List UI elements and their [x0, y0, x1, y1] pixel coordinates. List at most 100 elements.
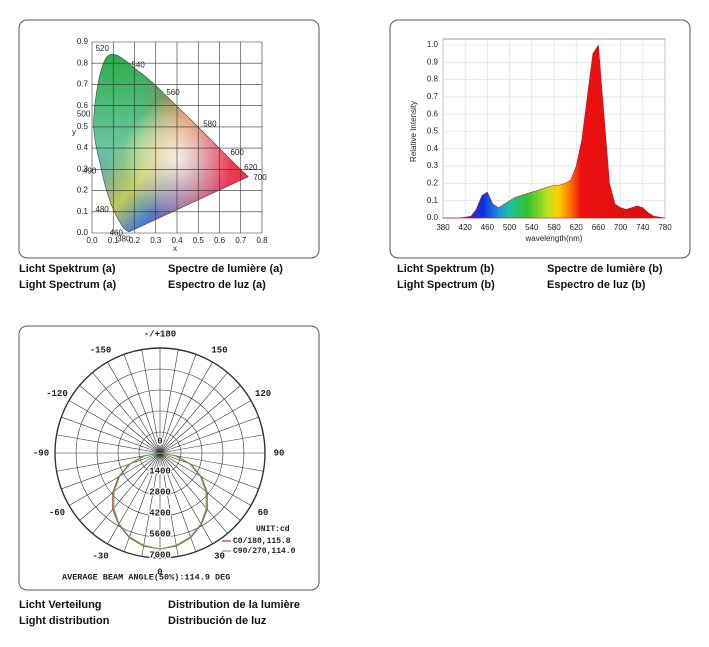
r-tick-label: 2800: [149, 487, 171, 497]
y-tick-label: 0.4: [427, 144, 439, 153]
x-tick-label: 580: [547, 223, 561, 232]
y-tick-label: 0.3: [77, 164, 89, 173]
r-tick-label: 0: [157, 436, 162, 446]
y-axis-label: Relative Intensity: [409, 101, 418, 162]
spoke: [159, 372, 228, 454]
grid-ring: [54, 347, 266, 559]
wavelength-label: 490: [83, 166, 97, 175]
spectral-locus: [93, 53, 249, 233]
x-tick-label: 540: [525, 223, 539, 232]
x-tick-label: 0.3: [150, 236, 162, 245]
spoke: [61, 416, 161, 454]
spoke: [141, 452, 161, 557]
wavelength-label: 600: [230, 148, 244, 157]
wavelength-label: 500: [77, 110, 91, 119]
spoke: [159, 354, 197, 454]
spoke: [141, 349, 161, 454]
unit-note: UNIT:cd: [256, 525, 290, 534]
x-tick-label: 0.5: [193, 236, 205, 245]
spoke: [92, 372, 161, 454]
spoke: [159, 452, 213, 545]
spoke: [79, 385, 161, 454]
spoke: [159, 452, 228, 534]
y-tick-label: 0.7: [427, 92, 439, 101]
x-axis-label: wavelength(nm): [525, 234, 583, 243]
spectrum-area: [443, 44, 666, 219]
r-tick-label: 7000: [149, 550, 171, 560]
spoke: [61, 452, 161, 490]
grid-ring: [96, 389, 224, 517]
wavelength-label: 700: [253, 173, 267, 182]
angle-tick-label: 30: [214, 551, 225, 561]
intensity-curve: [113, 452, 207, 550]
y-tick-label: 0.0: [427, 213, 439, 222]
x-tick-label: 780: [658, 223, 672, 232]
grid-ring: [138, 431, 182, 475]
y-axis-label: y: [72, 128, 76, 137]
y-tick-label: 1.0: [427, 40, 439, 49]
spoke: [123, 452, 161, 552]
spoke: [92, 452, 161, 534]
spoke: [159, 400, 252, 454]
spoke: [159, 452, 252, 506]
wavelength-label: 520: [96, 44, 110, 53]
spoke: [79, 452, 161, 521]
y-tick-label: 0.9: [77, 37, 89, 46]
spoke: [159, 385, 241, 454]
y-tick-label: 0.8: [427, 75, 439, 84]
y-tick-label: 0.5: [427, 127, 439, 136]
angle-tick-label: 90: [274, 448, 285, 458]
y-tick-label: 0.5: [77, 122, 89, 131]
y-tick-label: 0.6: [77, 101, 89, 110]
panel-frame: [18, 325, 320, 591]
y-tick-label: 0.2: [427, 179, 439, 188]
grid-ring: [117, 410, 203, 496]
x-tick-label: 0.6: [214, 236, 226, 245]
spoke: [107, 361, 161, 454]
y-tick-label: 0.4: [77, 143, 89, 152]
x-tick-label: 0.0: [86, 236, 98, 245]
angle-tick-label: -120: [46, 389, 68, 399]
caption: Spectre de lumière (a): [168, 263, 283, 275]
r-tick-label: 4200: [149, 508, 171, 518]
x-tick-label: 0.8: [256, 236, 268, 245]
angle-tick-label: 60: [258, 508, 269, 518]
x-axis-label: x: [173, 244, 177, 253]
x-tick-label: 0.7: [235, 236, 247, 245]
y-tick-label: 0.8: [77, 58, 89, 67]
y-tick-label: 0.6: [427, 109, 439, 118]
angle-tick-label: 120: [255, 389, 271, 399]
wavelength-label: 580: [203, 120, 217, 129]
y-tick-label: 0.9: [427, 57, 439, 66]
y-tick-label: 0.3: [427, 161, 439, 170]
legend-label: C90/270,114.0: [233, 547, 296, 556]
angle-tick-label: 150: [211, 345, 227, 355]
spoke: [68, 400, 161, 454]
wavelength-label: 380: [117, 234, 131, 243]
spoke: [123, 354, 161, 454]
x-tick-label: 420: [459, 223, 473, 232]
x-tick-label: 460: [481, 223, 495, 232]
caption: Espectro de luz (a): [168, 279, 266, 291]
x-tick-label: 0.1: [108, 236, 120, 245]
r-tick-label: 5600: [149, 529, 171, 539]
spoke: [159, 452, 259, 490]
panel-frame: [389, 19, 691, 259]
angle-tick-label: 0: [157, 567, 162, 577]
spoke: [159, 434, 264, 454]
wavelength-label: 540: [131, 60, 145, 69]
caption: Light Spectrum (a): [19, 279, 117, 291]
caption: Light Spectrum (b): [397, 279, 495, 291]
angle-tick-label: -150: [90, 345, 112, 355]
caption: Distribución de luz: [168, 615, 267, 627]
beam-angle-note: AVERAGE BEAM ANGLE(50%):114.9 DEG: [62, 572, 230, 582]
caption: Espectro de luz (b): [547, 279, 646, 291]
wavelength-label: 620: [244, 163, 258, 172]
x-tick-label: 620: [570, 223, 584, 232]
spectrum-chart: 0.0 0.1 0.2 0.3 0.4 0.5 0.6 0.7 0.8 0.9 1.0 380 420 4…: [409, 38, 672, 243]
spoke: [159, 349, 179, 454]
spoke: [159, 452, 197, 552]
x-tick-label: 740: [636, 223, 650, 232]
y-tick-label: 0.1: [77, 207, 89, 216]
